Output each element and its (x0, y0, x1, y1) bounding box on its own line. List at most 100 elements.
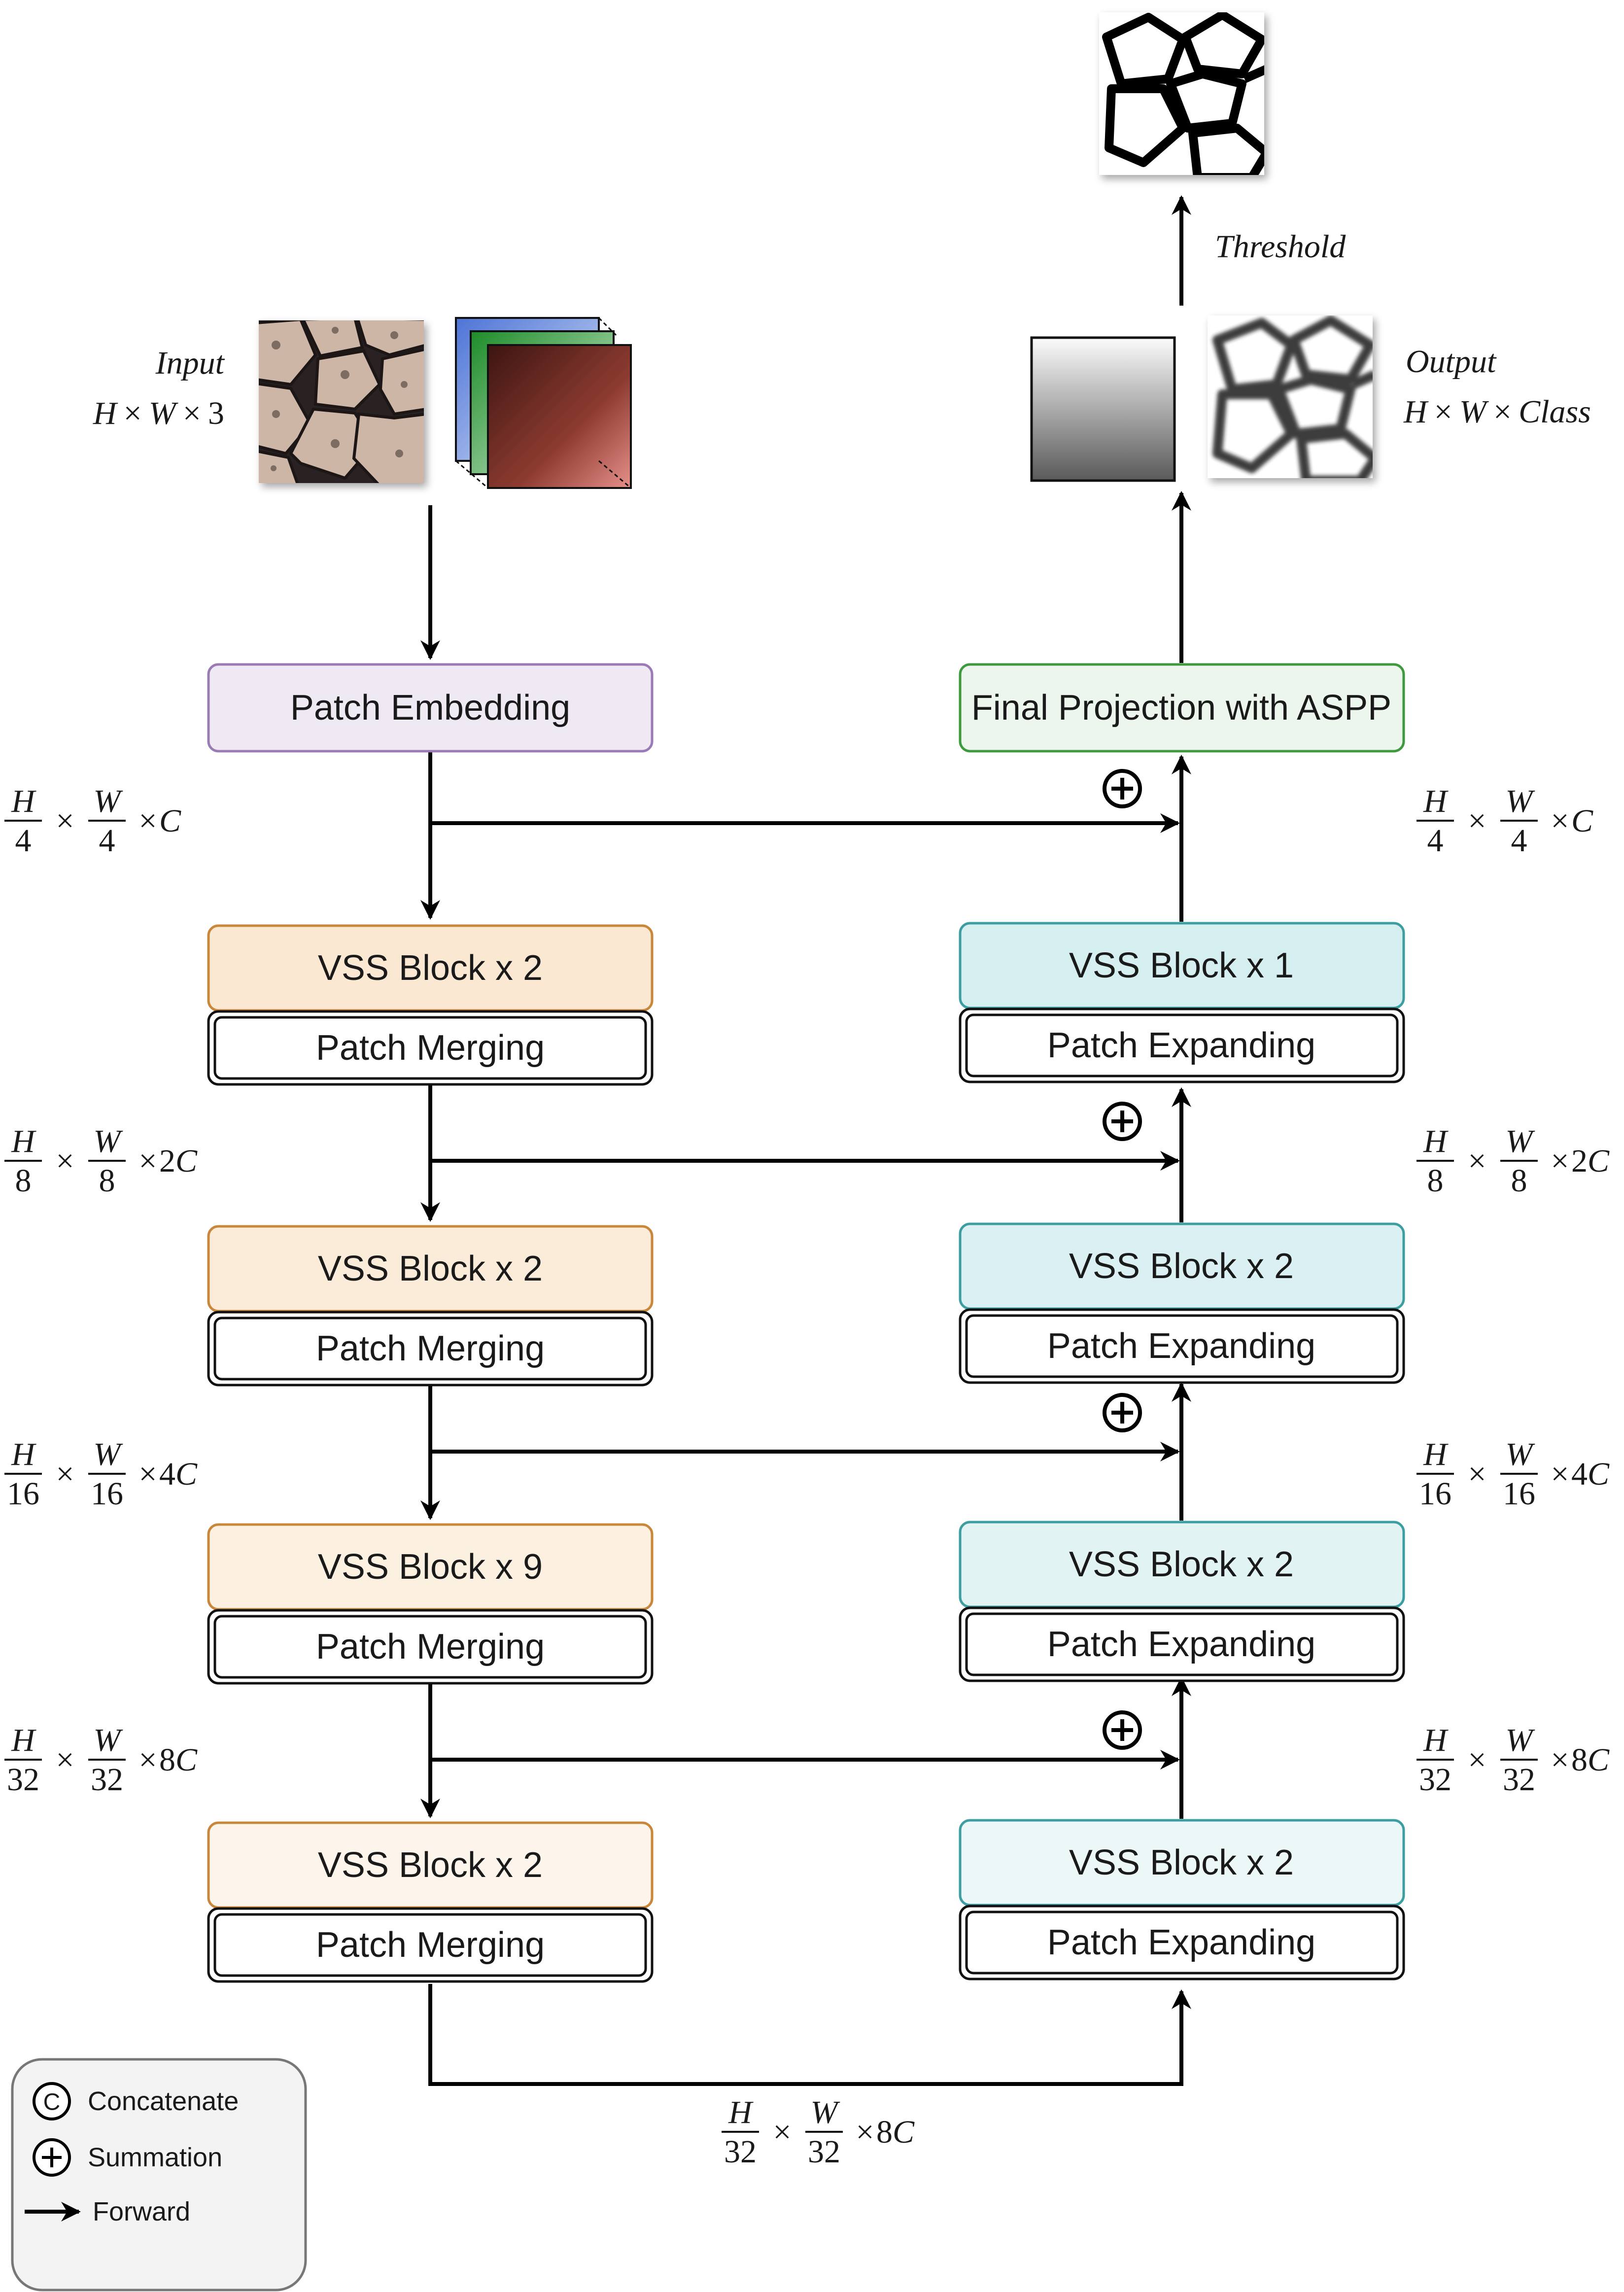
channel-label: 8C (1571, 1742, 1610, 1778)
scale-left-2: H8×W8× 2C (4, 1123, 198, 1199)
channel-label: 4C (159, 1456, 198, 1492)
encoder-op-label: Patch Merging (316, 1329, 545, 1368)
encoder-block-label: VSS Block x 2 (318, 1845, 543, 1885)
scale-left-4: H32×W32× 8C (4, 1722, 198, 1798)
fraction-denominator: 32 (724, 2134, 757, 2170)
fraction-denominator: 16 (7, 1476, 39, 1512)
decoder-op-label: Patch Expanding (1047, 1326, 1315, 1366)
svg-text:C: C (43, 2089, 61, 2116)
encoder-block-label: VSS Block x 9 (318, 1547, 543, 1587)
fraction-numerator: W (1506, 1436, 1535, 1472)
encoder-op-label: Patch Merging (316, 1028, 545, 1068)
channel-label: 8C (876, 2114, 915, 2150)
decoder-block-label: VSS Block x 2 (1069, 1247, 1294, 1286)
output-dims: H × W × Class (1403, 394, 1591, 430)
input-dims: H × W × 3 (93, 395, 224, 431)
times-sign: × (56, 803, 74, 839)
fraction-numerator: W (1506, 1722, 1535, 1758)
times-sign: × (1468, 1742, 1486, 1778)
output-caption: Output H × W × Class (1403, 344, 1591, 430)
decoder-block-label: VSS Block x 2 (1069, 1545, 1294, 1584)
scale-right-3: H16×W16× 4C (1417, 1436, 1610, 1512)
fraction-denominator: 4 (1511, 823, 1527, 859)
times-sign: × (56, 1143, 74, 1179)
channel-label: 2C (1571, 1143, 1610, 1179)
input-image (259, 320, 424, 483)
fraction-numerator: W (811, 2094, 840, 2130)
scale-left-1: H4×W4× C (4, 783, 181, 859)
fraction-denominator: 4 (1427, 823, 1444, 859)
scale-bottleneck: H32×W32× 8C (722, 2094, 915, 2170)
times-sign: × (138, 1143, 157, 1179)
patch-embedding-label: Patch Embedding (290, 688, 570, 728)
fraction-numerator: H (1423, 1722, 1449, 1758)
fraction-numerator: H (1423, 1123, 1449, 1159)
fraction-denominator: 8 (15, 1163, 32, 1199)
fraction-numerator: H (11, 1123, 36, 1159)
fraction-denominator: 32 (7, 1762, 39, 1798)
times-sign: × (1468, 1143, 1486, 1179)
summation-icon (33, 2138, 71, 2177)
times-sign: × (773, 2114, 791, 2150)
sum-icon-3 (1103, 1393, 1142, 1432)
fraction-denominator: 4 (99, 823, 115, 859)
scale-right-4: H32×W32× 8C (1417, 1722, 1610, 1798)
output-probability-map (1208, 315, 1373, 478)
decoder-stage-2: VSS Block x 2 Patch Expanding (959, 1222, 1405, 1384)
fraction-numerator: H (1423, 1436, 1449, 1472)
fraction-denominator: 32 (1419, 1762, 1451, 1798)
fraction-numerator: W (94, 783, 123, 819)
connections (420, 195, 1191, 2086)
scale-right-1: H4×W4× C (1417, 783, 1593, 859)
times-sign: × (138, 803, 157, 839)
times-sign: × (1468, 803, 1486, 839)
times-sign: × (138, 1456, 157, 1492)
decoder-stage-1: VSS Block x 1 Patch Expanding (959, 922, 1405, 1083)
decoder-block-label: VSS Block x 2 (1069, 1843, 1294, 1882)
times-sign: × (1551, 1456, 1569, 1492)
times-sign: × (1551, 1742, 1569, 1778)
sum-icon-4 (1103, 1710, 1142, 1750)
fraction-numerator: W (94, 1436, 123, 1472)
encoder-stage-1: VSS Block x 2 Patch Merging (207, 924, 654, 1086)
legend: C Concatenate Summation Forward (11, 2058, 307, 2292)
fraction-numerator: W (1506, 783, 1535, 819)
times-sign: × (138, 1742, 157, 1778)
encoder-stage-4: VSS Block x 2 Patch Merging (207, 1821, 654, 1983)
channel-label: C (159, 803, 181, 839)
fraction-denominator: 16 (1419, 1476, 1451, 1512)
legend-summation-label: Summation (88, 2143, 222, 2172)
encoder-op-label: Patch Merging (316, 1627, 545, 1667)
encoder-op-label: Patch Merging (316, 1925, 545, 1965)
channel-label: 2C (159, 1143, 198, 1179)
sum-icon-1 (1103, 769, 1142, 808)
decoder-op-label: Patch Expanding (1047, 1026, 1315, 1065)
times-sign: × (1551, 803, 1569, 839)
final-projection-label: Final Projection with ASPP (971, 688, 1391, 728)
channel-label: C (1571, 803, 1593, 839)
scale-right-2: H8×W8× 2C (1417, 1123, 1610, 1199)
channel-label: 4C (1571, 1456, 1610, 1492)
fraction-numerator: H (728, 2094, 754, 2130)
decoder-stage-4: VSS Block x 2 Patch Expanding (959, 1819, 1405, 1980)
encoder-block-label: VSS Block x 2 (318, 1249, 543, 1288)
input-caption: Input H × W × 3 (93, 345, 225, 431)
channel-label: 8C (159, 1742, 198, 1778)
concatenate-icon: C (33, 2082, 71, 2120)
legend-forward-label: Forward (93, 2197, 190, 2226)
fraction-numerator: H (11, 1722, 36, 1758)
fraction-numerator: W (1506, 1123, 1535, 1159)
patch-embedding-box: Patch Embedding (207, 663, 654, 753)
decoder-block-label: VSS Block x 1 (1069, 946, 1294, 985)
fraction-denominator: 4 (15, 823, 32, 859)
fraction-denominator: 8 (99, 1163, 115, 1199)
input-label: Input (155, 345, 225, 381)
times-sign: × (1468, 1456, 1486, 1492)
output-label: Output (1406, 344, 1497, 380)
times-sign: × (56, 1742, 74, 1778)
fraction-numerator: H (11, 1436, 36, 1472)
encoder-block-label: VSS Block x 2 (318, 948, 543, 988)
